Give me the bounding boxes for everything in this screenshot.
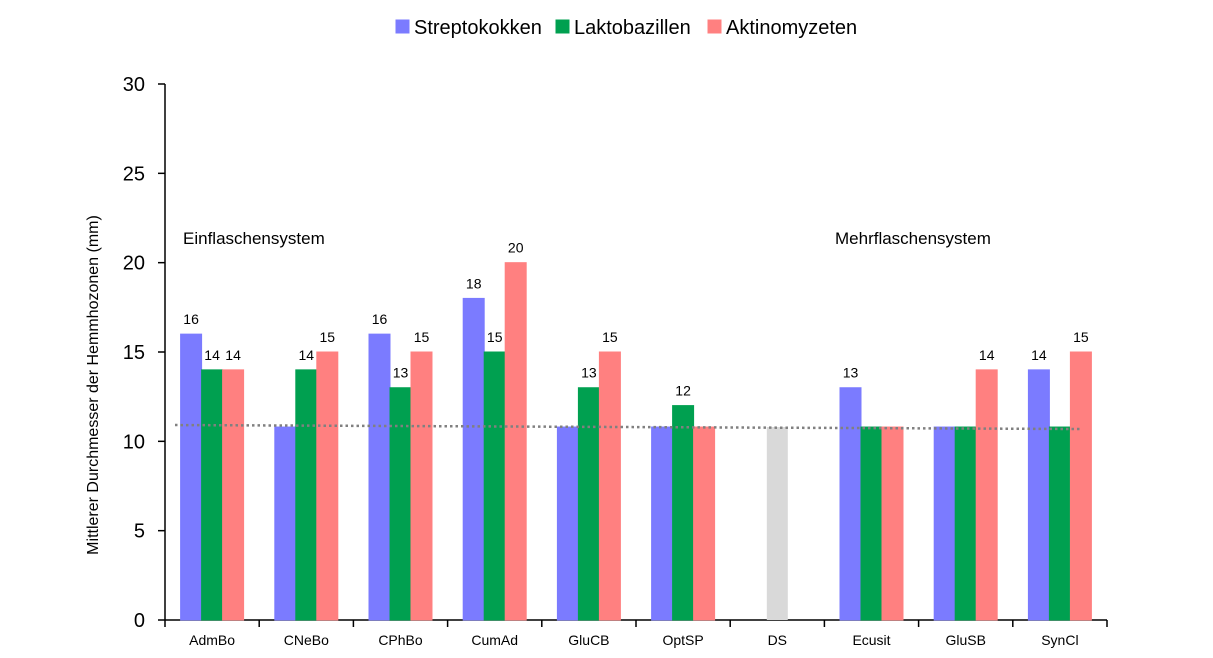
bar-laktobazillen-admbo	[201, 369, 224, 621]
legend-label-streptokokken: Streptokokken	[414, 17, 542, 39]
data-label-streptokokken-ecusit: 13	[843, 365, 859, 381]
x-tick-label-glusb: GluSB	[945, 632, 985, 648]
data-label-streptokokken-admbo: 16	[183, 311, 199, 327]
data-label-laktobazillen-cumad: 15	[487, 329, 503, 345]
legend: Streptokokken Laktobazillen Aktinomyzeten	[395, 17, 857, 39]
reference-line	[174, 423, 1083, 431]
y-tick-label: 0	[134, 610, 145, 632]
reference-line-group	[174, 423, 1083, 431]
x-tick-label-cumad: CumAd	[471, 632, 518, 648]
x-tick-label-cnebo: CNeBo	[284, 632, 329, 648]
data-label-aktinomyzeten-admbo: 14	[225, 347, 241, 363]
legend-swatch-aktinomyzeten	[707, 19, 722, 34]
data-label-aktinomyzeten-glusb: 14	[979, 347, 995, 363]
data-label-laktobazillen-glucb: 13	[581, 365, 597, 381]
x-tick-label-syncl: SynCl	[1041, 632, 1078, 648]
y-axis: 0 5 10 15 20 25 30	[123, 74, 166, 632]
bar-laktobazillen-cphbo	[389, 387, 412, 621]
bar-streptokokken-cumad	[462, 297, 485, 621]
data-label-laktobazillen-optsp: 12	[675, 383, 691, 399]
data-label-streptokokken-cumad: 18	[466, 275, 482, 291]
y-tick-label: 15	[123, 342, 145, 364]
y-tick-label: 10	[123, 431, 145, 453]
data-label-aktinomyzeten-cnebo: 15	[320, 329, 336, 345]
legend-swatch-laktobazillen	[555, 19, 570, 34]
bar-laktobazillen-cumad	[483, 351, 506, 621]
data-label-laktobazillen-cnebo: 14	[299, 347, 315, 363]
data-label-laktobazillen-cphbo: 13	[393, 365, 409, 381]
data-label-laktobazillen-admbo: 14	[204, 347, 220, 363]
x-tick-label-cphbo: CPhBo	[378, 632, 423, 648]
legend-label-laktobazillen: Laktobazillen	[574, 17, 691, 39]
bar-aktinomyzeten-cnebo	[316, 351, 339, 621]
data-label-aktinomyzeten-cphbo: 15	[414, 329, 430, 345]
x-tick-label-ds: DS	[768, 632, 787, 648]
bar-aktinomyzeten-cumad	[504, 262, 527, 621]
y-tick-label: 5	[134, 521, 145, 543]
annotation-einflaschensystem: Einflaschensystem	[183, 229, 325, 248]
bar-aktinomyzeten-admbo	[222, 369, 245, 621]
bar-laktobazillen-cnebo	[295, 369, 318, 621]
bar-streptokokken-optsp	[651, 426, 674, 621]
y-tick-label: 20	[123, 253, 145, 275]
y-tick-label: 30	[123, 74, 145, 96]
bars	[180, 262, 1092, 621]
bar-streptokokken-cnebo	[274, 426, 297, 621]
x-tick-label-glucb: GluCB	[568, 632, 609, 648]
x-tick-label-admbo: AdmBo	[189, 632, 235, 648]
data-label-aktinomyzeten-cumad: 20	[508, 240, 524, 256]
bar-aktinomyzeten-ecusit	[881, 426, 904, 621]
bar-streptokokken-glucb	[556, 426, 579, 621]
bar-streptokokken-glusb	[933, 426, 956, 621]
bar-streptokokken-ecusit	[839, 387, 862, 621]
x-tick-label-optsp: OptSP	[662, 632, 703, 648]
bar-streptokokken-cphbo	[368, 333, 391, 621]
x-axis: AdmBo CNeBo CPhBo CumAd GluCB OptSP DS Ecusit Gl…	[164, 619, 1108, 648]
data-label-aktinomyzeten-syncl: 15	[1073, 329, 1089, 345]
bar-aktinomyzeten-optsp	[693, 426, 716, 621]
bar-laktobazillen-glusb	[954, 426, 977, 621]
bar-aktinomyzeten-glusb	[975, 369, 998, 621]
annotation-mehrflaschensystem: Mehrflaschensystem	[835, 229, 991, 248]
legend-swatch-streptokokken	[395, 19, 410, 34]
bar-streptokokken-syncl	[1027, 369, 1050, 621]
bar-laktobazillen-glucb	[577, 387, 600, 621]
y-axis-label: Mittlerer Durchmesser der Hemmhozonen (m…	[85, 215, 102, 555]
data-label-streptokokken-syncl: 14	[1031, 347, 1047, 363]
bar-laktobazillen-syncl	[1048, 426, 1071, 621]
bar-aktinomyzeten-cphbo	[410, 351, 433, 621]
bar-aktinomyzeten-syncl	[1069, 351, 1092, 621]
bar-laktobazillen-ecusit	[860, 426, 883, 621]
bar-ds	[766, 427, 788, 620]
bar-streptokokken-admbo	[180, 333, 203, 621]
bar-laktobazillen-optsp	[672, 405, 695, 621]
legend-label-aktinomyzeten: Aktinomyzeten	[726, 17, 857, 39]
data-label-streptokokken-cphbo: 16	[372, 311, 388, 327]
data-labels: 16 16 18 13 14 14 14 13 15 13 12 14 15 15 20 15 14 15	[183, 240, 1089, 399]
y-tick-label: 25	[123, 163, 145, 185]
bar-aktinomyzeten-glucb	[598, 351, 621, 621]
x-tick-label-ecusit: Ecusit	[852, 632, 890, 648]
data-label-aktinomyzeten-glucb: 15	[602, 329, 618, 345]
